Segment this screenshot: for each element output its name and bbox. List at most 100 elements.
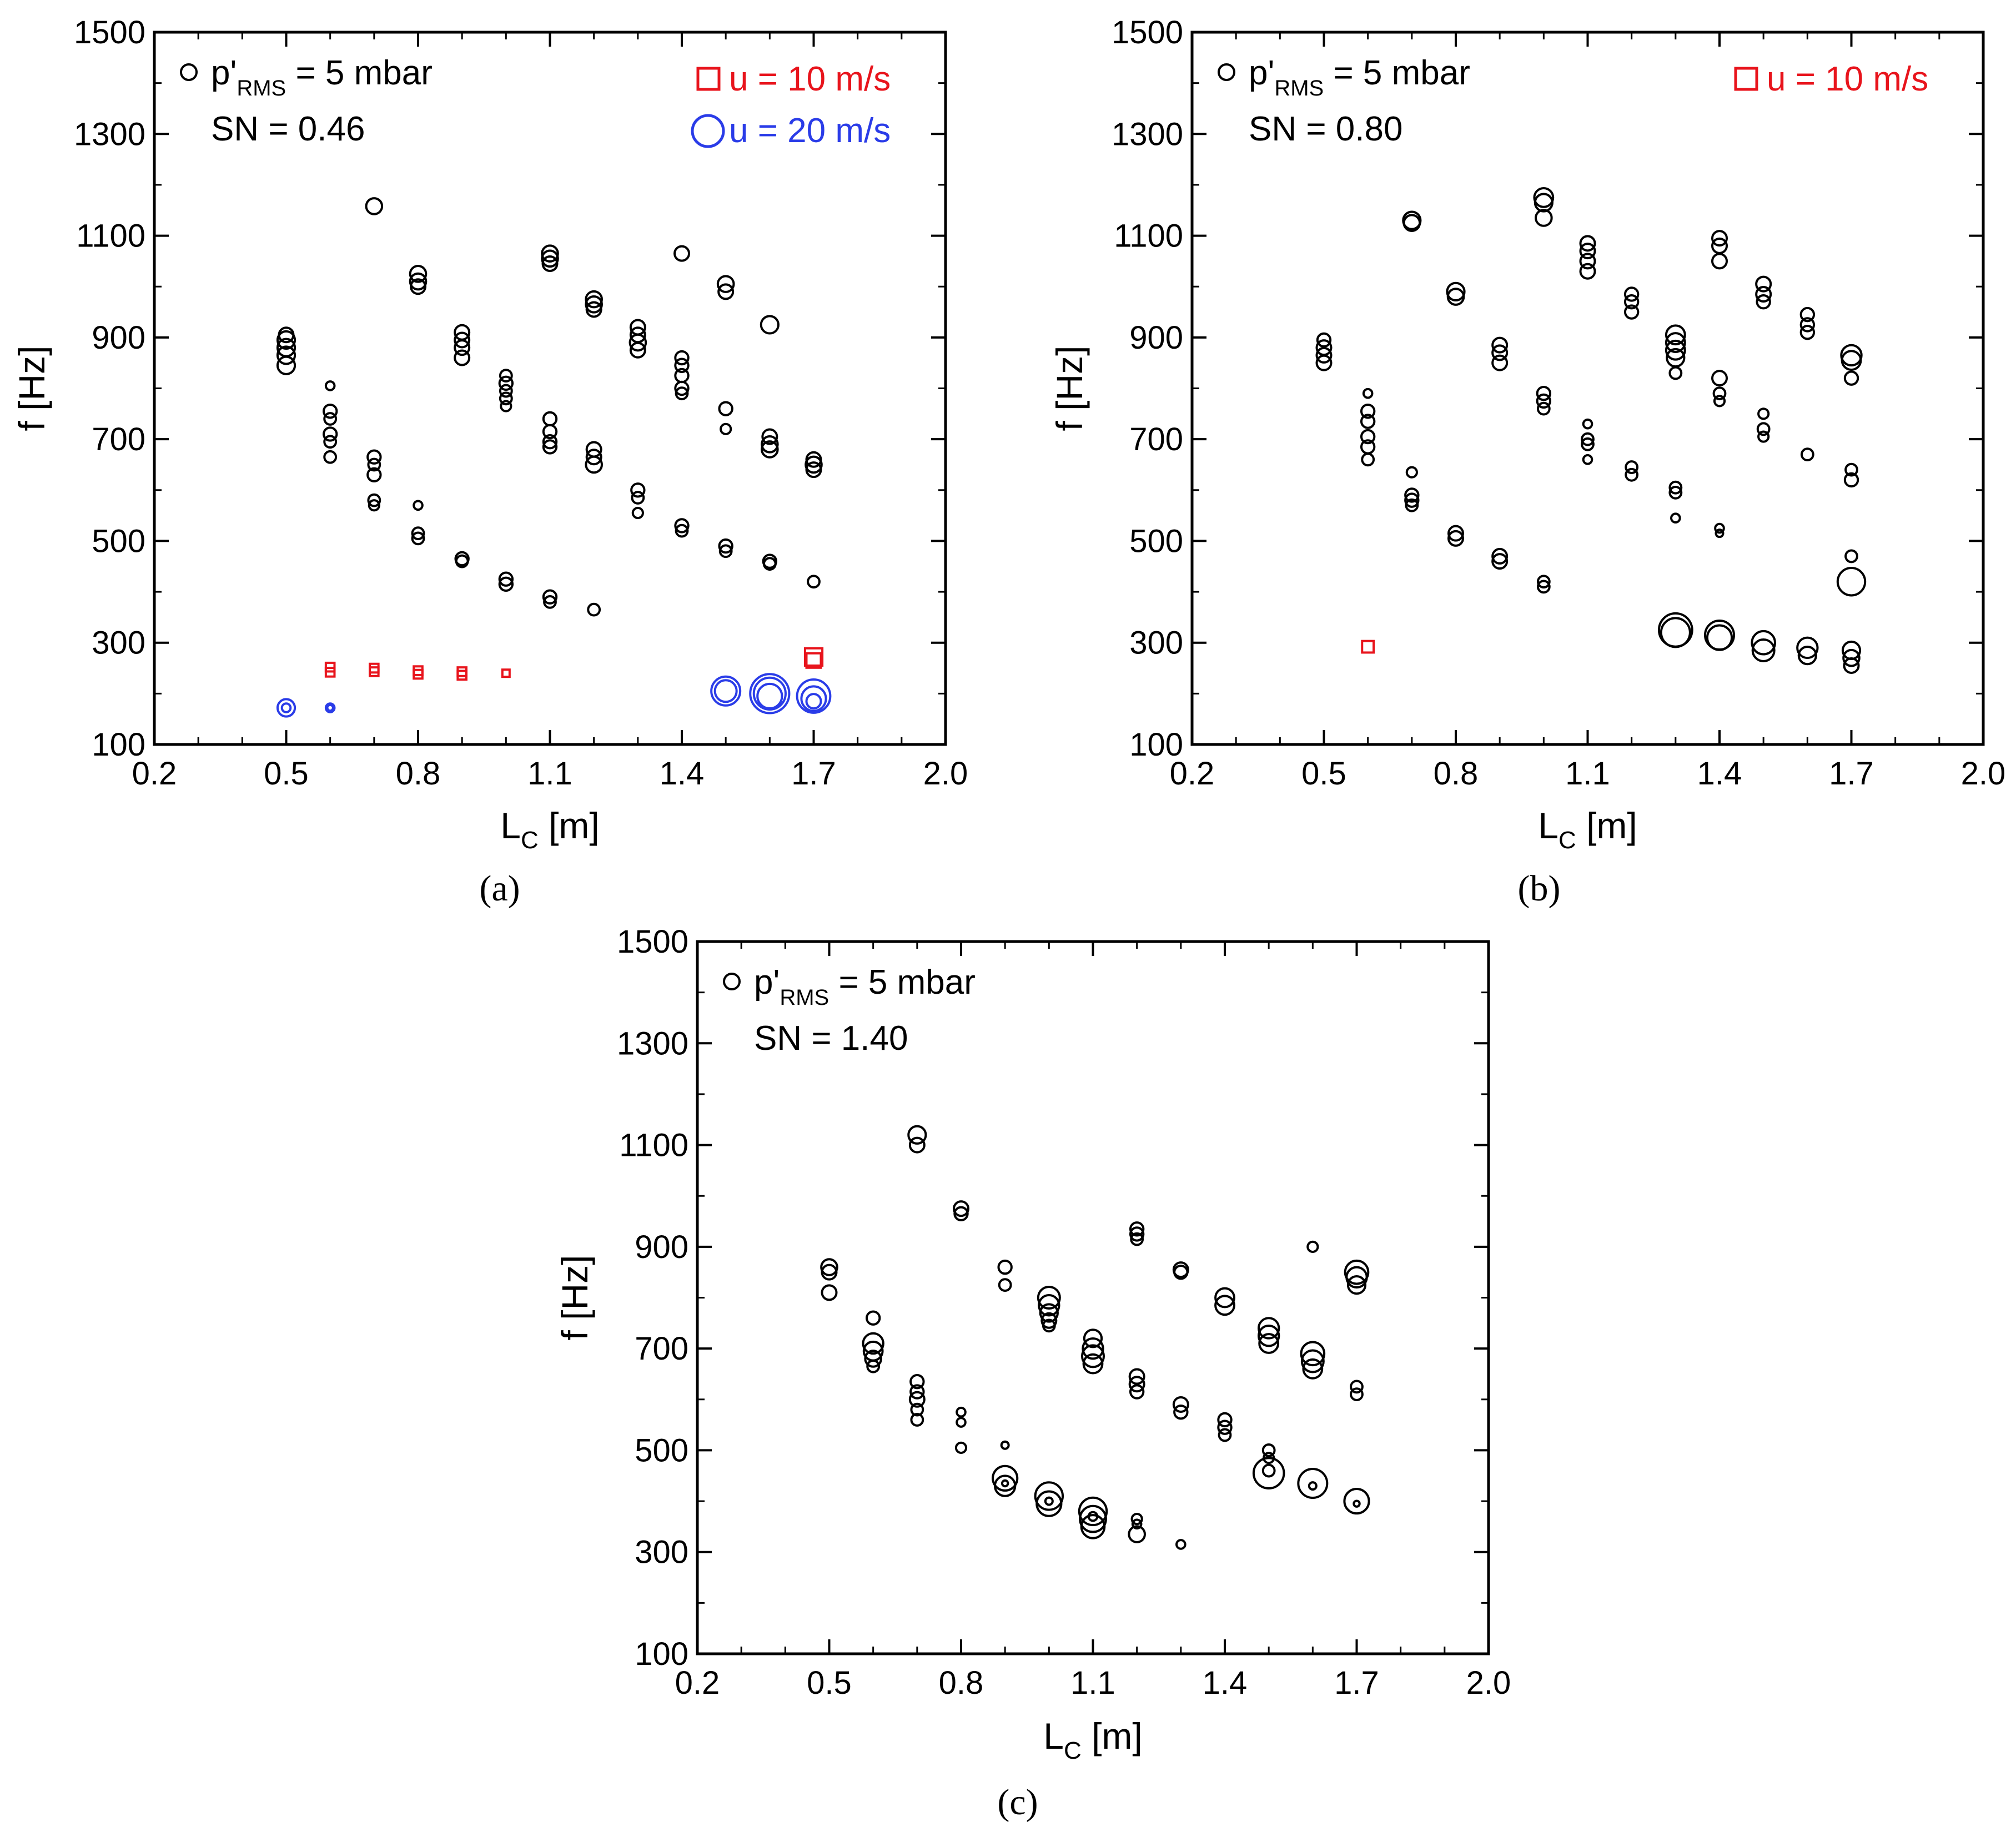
y-tick-label: 1100 xyxy=(619,1128,688,1164)
data-point-circle xyxy=(1536,401,1551,416)
legend-p-subscript: RMS xyxy=(1274,76,1324,100)
y-tick-label: 100 xyxy=(1129,727,1183,763)
data-point-circle xyxy=(749,673,791,714)
legend-circle-marker xyxy=(1218,63,1235,81)
data-point-circle xyxy=(1037,1286,1061,1310)
data-point-circle xyxy=(953,1206,969,1221)
y-tick-label: 100 xyxy=(635,1636,688,1672)
data-point-circle xyxy=(674,518,690,533)
y-axis-title: f [Hz] xyxy=(1049,345,1090,431)
data-point-circle xyxy=(1533,187,1555,208)
legend-square-marker xyxy=(1734,67,1758,91)
data-point-circle xyxy=(629,341,646,359)
data-point-circle xyxy=(1665,332,1686,353)
data-point-circle xyxy=(276,330,296,350)
data-point-circle xyxy=(761,435,779,454)
data-point-circle xyxy=(454,331,471,349)
data-point-circle xyxy=(865,1310,881,1326)
data-point-circle xyxy=(1302,1358,1324,1380)
data-point-circle xyxy=(1714,522,1725,534)
data-point-circle xyxy=(409,265,428,283)
x-tick-label: 1.4 xyxy=(1697,756,1742,792)
x-tick-label: 1.4 xyxy=(660,756,705,792)
data-point-circle xyxy=(1353,1499,1361,1508)
data-point-circle xyxy=(866,1359,881,1373)
data-point-circle xyxy=(1757,430,1770,443)
legend-p-rms: p'RMS = 5 mbar xyxy=(1249,54,1470,100)
data-point-circle xyxy=(1836,567,1867,597)
data-point-circle xyxy=(368,499,380,512)
data-point-circle xyxy=(631,491,645,505)
data-point-circle xyxy=(542,434,558,450)
data-point-circle xyxy=(864,1350,882,1368)
legend-p-subscript: RMS xyxy=(780,985,829,1010)
data-point-square xyxy=(324,667,336,678)
data-point-circle xyxy=(411,526,425,541)
data-point-circle xyxy=(1038,1294,1060,1317)
data-point-circle xyxy=(1087,1511,1099,1522)
data-point-circle xyxy=(1536,575,1551,589)
x-axis-title-subscript: C xyxy=(521,827,539,854)
data-point-circle xyxy=(278,326,295,344)
data-point-circle xyxy=(585,449,602,466)
legend-u20: u = 20 m/s xyxy=(729,112,891,150)
x-tick-label: 2.0 xyxy=(1961,756,2006,792)
y-tick-label: 1300 xyxy=(617,1025,688,1061)
data-point-circle xyxy=(1796,636,1819,660)
x-axis-title-main: L xyxy=(1043,1715,1064,1756)
legend-p-prefix: p' xyxy=(754,963,780,1001)
data-point-circle xyxy=(821,1284,838,1301)
data-point-circle xyxy=(805,461,822,479)
data-point-circle xyxy=(1042,1318,1056,1333)
data-point-circle xyxy=(585,295,603,314)
data-point-circle xyxy=(1300,1349,1325,1373)
data-point-circle xyxy=(1402,214,1421,232)
y-tick-label: 700 xyxy=(92,421,145,457)
x-axis-title-unit: [m] xyxy=(1576,805,1637,846)
data-point-circle xyxy=(1799,324,1816,340)
swirl-number-label: SN = 1.40 xyxy=(754,1019,908,1058)
data-point-circle xyxy=(1343,1487,1370,1515)
data-point-circle xyxy=(807,575,821,589)
data-point-circle xyxy=(1306,1240,1319,1253)
x-axis-title-subscript: C xyxy=(1064,1737,1082,1764)
x-axis-title-subscript: C xyxy=(1558,827,1576,854)
data-point-circle xyxy=(1000,1440,1010,1450)
data-point-circle xyxy=(365,197,384,215)
data-point-square xyxy=(1361,640,1375,654)
data-point-circle xyxy=(1175,1539,1187,1550)
x-axis-title-main: L xyxy=(1538,805,1558,846)
data-point-circle xyxy=(909,1374,925,1390)
y-tick-label: 700 xyxy=(635,1331,688,1367)
x-tick-label: 1.4 xyxy=(1203,1665,1248,1701)
data-point-circle xyxy=(1035,1490,1063,1517)
data-point-circle xyxy=(1172,1396,1189,1413)
legend-p-subscript: RMS xyxy=(237,76,286,100)
data-point-circle xyxy=(630,482,646,498)
data-point-square xyxy=(456,670,467,681)
data-point-circle xyxy=(761,428,778,445)
data-point-circle xyxy=(1079,1504,1107,1533)
data-point-circle xyxy=(1751,638,1776,662)
data-point-circle xyxy=(862,1332,884,1355)
x-tick-label: 2.0 xyxy=(923,756,968,792)
data-point-circle xyxy=(1082,1337,1104,1360)
data-point-circle xyxy=(1841,350,1862,371)
x-tick-label: 1.1 xyxy=(1070,1665,1115,1701)
data-point-circle xyxy=(498,571,514,587)
y-tick-label: 1100 xyxy=(1114,218,1183,254)
data-point-circle xyxy=(1581,432,1595,446)
data-point-circle xyxy=(629,333,647,352)
data-point-circle xyxy=(1799,317,1816,333)
y-tick-label: 100 xyxy=(92,727,145,763)
data-point-circle xyxy=(498,576,514,592)
data-point-circle xyxy=(1446,288,1465,306)
data-point-circle xyxy=(1252,1457,1285,1489)
series-black-circle xyxy=(820,1125,1370,1550)
data-point-circle xyxy=(1665,339,1686,361)
data-point-circle xyxy=(1044,1496,1054,1506)
x-axis-title: LC [m] xyxy=(500,805,600,854)
data-point-circle xyxy=(326,703,334,712)
x-tick-label: 1.7 xyxy=(1334,1665,1379,1701)
legend-p-suffix: = 5 mbar xyxy=(829,963,976,1001)
